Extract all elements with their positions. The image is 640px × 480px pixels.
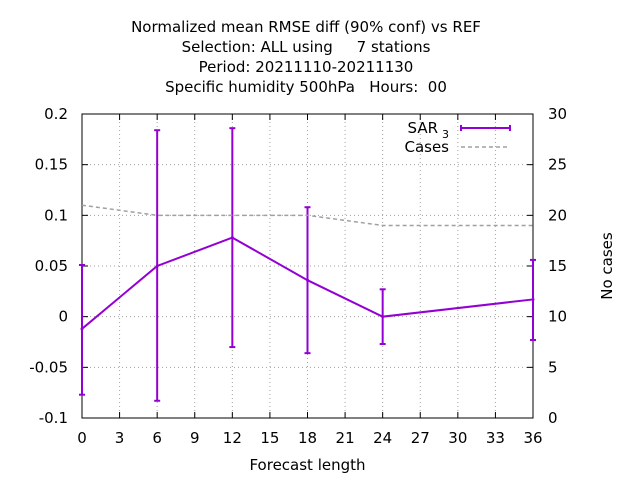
y-tick-label: -0.05 xyxy=(29,358,68,376)
data-point xyxy=(381,315,385,319)
y2-axis-label: No cases xyxy=(598,232,616,300)
x-tick-label: 6 xyxy=(152,429,162,447)
x-tick-label: 33 xyxy=(486,429,505,447)
y2-tick-label: 15 xyxy=(548,257,567,275)
x-tick-label: 27 xyxy=(411,429,430,447)
y-axis-left: -0.1 -0.05 0 0.05 0.1 0.15 0.2 xyxy=(29,105,88,427)
series-sar-line xyxy=(81,236,534,330)
data-point xyxy=(80,327,84,331)
y-tick-label: 0 xyxy=(58,308,68,326)
y-tick-label: 0.2 xyxy=(44,105,68,123)
x-tick-label: 21 xyxy=(336,429,355,447)
y2-tick-label: 30 xyxy=(548,105,567,123)
title-line: Specific humidity 500hPa Hours: 00 xyxy=(165,78,447,96)
x-axis-label: Forecast length xyxy=(249,456,365,474)
x-axis: 0 3 6 9 12 15 18 21 24 27 30 33 36 xyxy=(77,114,543,447)
legend-label: Cases xyxy=(404,138,449,156)
y2-tick-label: 25 xyxy=(548,156,567,174)
x-tick-label: 0 xyxy=(77,429,87,447)
y-axis-right: 0 5 10 15 20 25 30 xyxy=(527,105,567,427)
series xyxy=(79,127,536,402)
y-tick-label: 0.1 xyxy=(44,206,68,224)
y2-tick-label: 5 xyxy=(548,358,558,376)
y2-tick-label: 20 xyxy=(548,206,567,224)
series-cases-line xyxy=(81,204,533,227)
x-tick-label: 24 xyxy=(373,429,392,447)
x-tick-label: 18 xyxy=(298,429,317,447)
y2-tick-label: 0 xyxy=(548,409,558,427)
x-tick-label: 36 xyxy=(523,429,542,447)
data-point xyxy=(306,278,309,282)
x-tick-label: 3 xyxy=(115,429,125,447)
legend-label: SAR 3 xyxy=(408,119,449,141)
x-tick-label: 12 xyxy=(223,429,242,447)
x-tick-label: 30 xyxy=(448,429,467,447)
x-tick-label: 15 xyxy=(260,429,279,447)
y2-tick-label: 10 xyxy=(548,308,567,326)
data-point xyxy=(155,264,159,268)
data-point xyxy=(230,236,234,240)
data-point xyxy=(531,297,535,301)
y-tick-label: 0.15 xyxy=(35,156,68,174)
chart-title: Normalized mean RMSE diff (90% conf) vs … xyxy=(131,18,481,96)
title-line: Normalized mean RMSE diff (90% conf) vs … xyxy=(131,18,481,36)
y-tick-label: -0.1 xyxy=(39,409,68,427)
x-tick-label: 9 xyxy=(190,429,200,447)
title-line: Period: 20211110-20211130 xyxy=(199,58,414,76)
y-tick-label: 0.05 xyxy=(35,257,68,275)
title-line: Selection: ALL using 7 stations xyxy=(182,38,431,56)
